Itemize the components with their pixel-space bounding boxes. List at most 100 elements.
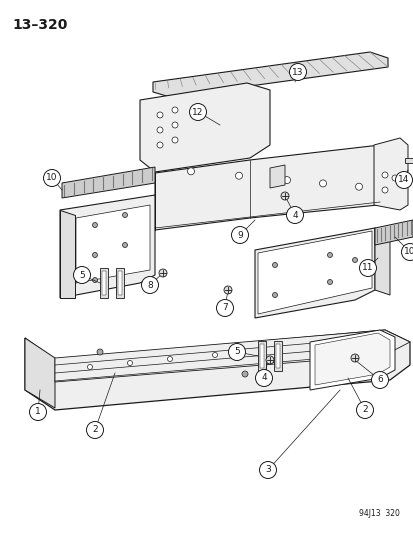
- Circle shape: [356, 401, 373, 418]
- Circle shape: [283, 176, 290, 183]
- Circle shape: [97, 349, 103, 355]
- Circle shape: [92, 278, 97, 282]
- Circle shape: [157, 112, 163, 118]
- Polygon shape: [76, 205, 150, 283]
- Circle shape: [266, 356, 273, 364]
- Text: 1: 1: [35, 408, 41, 416]
- Circle shape: [74, 266, 90, 284]
- Circle shape: [327, 253, 332, 257]
- Polygon shape: [140, 83, 269, 172]
- Polygon shape: [374, 228, 389, 295]
- Polygon shape: [118, 271, 122, 295]
- Polygon shape: [373, 138, 407, 210]
- Text: 12: 12: [192, 108, 203, 117]
- Circle shape: [92, 222, 97, 228]
- Circle shape: [370, 372, 387, 389]
- Circle shape: [92, 253, 97, 257]
- Circle shape: [255, 369, 272, 386]
- Circle shape: [350, 354, 358, 362]
- Circle shape: [157, 142, 163, 148]
- Text: 13: 13: [292, 68, 303, 77]
- Circle shape: [259, 462, 276, 479]
- Circle shape: [235, 172, 242, 179]
- Text: 9: 9: [237, 230, 242, 239]
- Polygon shape: [116, 268, 124, 298]
- Circle shape: [231, 227, 248, 244]
- Circle shape: [319, 180, 326, 187]
- Circle shape: [171, 107, 178, 113]
- Text: 5: 5: [234, 348, 239, 357]
- Circle shape: [286, 206, 303, 223]
- Circle shape: [242, 371, 247, 377]
- Circle shape: [141, 277, 158, 294]
- Polygon shape: [273, 341, 281, 371]
- Circle shape: [272, 262, 277, 268]
- Circle shape: [171, 122, 178, 128]
- Circle shape: [216, 300, 233, 317]
- Text: 4: 4: [292, 211, 297, 220]
- Text: 10: 10: [46, 174, 57, 182]
- Circle shape: [86, 422, 103, 439]
- Text: 7: 7: [222, 303, 227, 312]
- Circle shape: [189, 103, 206, 120]
- Circle shape: [187, 168, 194, 175]
- Text: 2: 2: [361, 406, 367, 415]
- Circle shape: [272, 293, 277, 297]
- Circle shape: [29, 403, 46, 421]
- Polygon shape: [404, 158, 412, 163]
- Polygon shape: [62, 167, 154, 198]
- Circle shape: [171, 137, 178, 143]
- Circle shape: [355, 183, 362, 190]
- Polygon shape: [55, 330, 409, 382]
- Polygon shape: [60, 195, 154, 298]
- Circle shape: [87, 365, 92, 369]
- Circle shape: [167, 357, 172, 361]
- Circle shape: [358, 260, 375, 277]
- Circle shape: [223, 286, 231, 294]
- Polygon shape: [309, 330, 394, 390]
- Circle shape: [43, 169, 60, 187]
- Circle shape: [391, 175, 397, 181]
- Text: 13–320: 13–320: [12, 18, 67, 32]
- Polygon shape: [254, 228, 374, 318]
- Polygon shape: [100, 268, 108, 298]
- Text: 10: 10: [403, 247, 413, 256]
- Polygon shape: [374, 220, 412, 245]
- Circle shape: [351, 257, 357, 262]
- Circle shape: [280, 192, 288, 200]
- Polygon shape: [275, 344, 279, 368]
- Text: 11: 11: [361, 263, 373, 272]
- Polygon shape: [25, 338, 55, 408]
- Text: 8: 8: [147, 280, 152, 289]
- Text: 14: 14: [397, 175, 409, 184]
- Polygon shape: [102, 271, 106, 295]
- Circle shape: [127, 360, 132, 366]
- Polygon shape: [154, 145, 394, 230]
- Text: 94J13  320: 94J13 320: [358, 509, 399, 518]
- Text: 2: 2: [92, 425, 97, 434]
- Polygon shape: [153, 52, 387, 97]
- Polygon shape: [60, 210, 75, 298]
- Circle shape: [122, 243, 127, 247]
- Text: 5: 5: [79, 271, 85, 279]
- Circle shape: [394, 172, 411, 189]
- Circle shape: [157, 127, 163, 133]
- Text: 6: 6: [376, 376, 382, 384]
- Circle shape: [289, 63, 306, 80]
- Text: 3: 3: [264, 465, 270, 474]
- Polygon shape: [257, 231, 371, 314]
- Polygon shape: [257, 341, 266, 371]
- Text: 4: 4: [261, 374, 266, 383]
- Circle shape: [381, 172, 387, 178]
- Circle shape: [401, 244, 413, 261]
- Circle shape: [212, 352, 217, 358]
- Circle shape: [122, 213, 127, 217]
- Polygon shape: [259, 344, 263, 368]
- Circle shape: [381, 187, 387, 193]
- Polygon shape: [25, 330, 409, 410]
- Circle shape: [327, 279, 332, 285]
- Polygon shape: [314, 333, 389, 385]
- Circle shape: [159, 269, 166, 277]
- Polygon shape: [269, 165, 284, 188]
- Circle shape: [228, 343, 245, 360]
